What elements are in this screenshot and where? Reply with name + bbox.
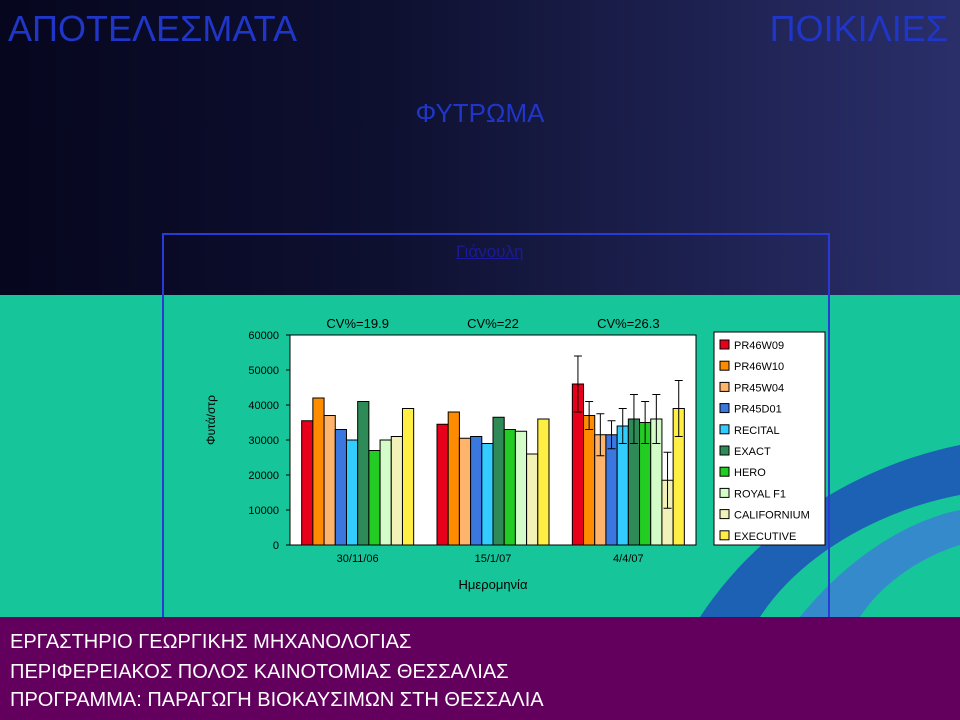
bar-pr45w04 bbox=[323, 415, 336, 546]
legend-swatch bbox=[719, 509, 730, 520]
bar-royal-f1 bbox=[379, 439, 392, 546]
legend-swatch bbox=[719, 445, 730, 456]
legend-swatch bbox=[719, 424, 730, 435]
legend-label: PR45W04 bbox=[734, 382, 784, 394]
bar-pr46w10 bbox=[583, 415, 596, 546]
bar-recital bbox=[481, 443, 494, 546]
bar-pr45d01 bbox=[605, 434, 618, 546]
bar-pr45d01 bbox=[470, 436, 483, 546]
legend-label: CALIFORNIUM bbox=[734, 510, 810, 522]
cv-annotation: CV%=19.9 bbox=[326, 316, 389, 331]
legend-swatch bbox=[719, 466, 730, 477]
bar-pr46w10 bbox=[447, 411, 460, 546]
legend-label: RECITAL bbox=[734, 425, 780, 437]
legend-label: PR45D01 bbox=[734, 404, 782, 416]
x-tick-label: 15/1/07 bbox=[475, 553, 512, 565]
legend-label: HERO bbox=[734, 467, 766, 479]
y-tick-label: 20000 bbox=[248, 470, 279, 482]
footer-line-2: ΠΕΡΙΦΕΡΕΙΑΚΟΣ ΠΟΛΟΣ ΚΑΙΝΟΤΟΜΙΑΣ ΘΕΣΣΑΛΙΑ… bbox=[10, 661, 509, 683]
legend-label: PR46W10 bbox=[734, 361, 784, 373]
legend-swatch bbox=[719, 339, 730, 350]
legend-label: ROYAL F1 bbox=[734, 488, 786, 500]
error-bars bbox=[573, 355, 683, 509]
bars bbox=[301, 383, 685, 546]
top-background bbox=[0, 0, 960, 295]
y-axis-ticks: 60000 50000 40000 30000 20000 10000 0 bbox=[248, 330, 290, 552]
footer-band bbox=[0, 617, 960, 720]
x-tick-label: 30/11/06 bbox=[337, 553, 379, 565]
bar-californium bbox=[526, 453, 539, 546]
decorative-swoosh bbox=[700, 445, 960, 617]
legend-swatch bbox=[719, 487, 730, 498]
varieties-heading: ΠΟΙΚΙΛΙΕΣ bbox=[769, 8, 948, 49]
bar-hero bbox=[503, 429, 516, 546]
page-subtitle: ΦΥΤΡΩΜΑ bbox=[415, 98, 545, 128]
legend-box bbox=[713, 331, 826, 546]
y-tick-label: 60000 bbox=[248, 330, 279, 342]
y-tick-label: 10000 bbox=[248, 505, 279, 517]
x-tick-label: 4/4/07 bbox=[613, 553, 644, 565]
legend-swatch bbox=[719, 360, 730, 371]
y-axis-label: Φυτά/στρ bbox=[204, 395, 218, 445]
legend-swatch bbox=[719, 381, 730, 392]
cv-annotation: CV%=22 bbox=[467, 316, 519, 331]
legend-label: EXECUTIVE bbox=[734, 531, 796, 543]
chart-frame bbox=[162, 233, 830, 617]
x-axis-label: Ημερομηνία bbox=[459, 577, 528, 592]
bar-exact bbox=[492, 416, 505, 546]
bar-royal-f1 bbox=[514, 430, 528, 546]
bar-executive bbox=[537, 418, 550, 546]
y-tick-label: 50000 bbox=[248, 365, 279, 377]
legend-label: PR46W09 bbox=[734, 340, 784, 352]
legend-swatch bbox=[719, 403, 730, 414]
location-label: Γιάνουλη bbox=[456, 242, 524, 261]
cv-annotation: CV%=26.3 bbox=[597, 316, 660, 331]
x-axis-ticks: 30/11/06 15/1/07 4/4/07 bbox=[337, 553, 644, 565]
bar-pr46w09 bbox=[436, 423, 449, 546]
bar-executive bbox=[401, 408, 415, 546]
cv-annotations: CV%=19.9 CV%=22 CV%=26.3 bbox=[326, 316, 659, 331]
bar-pr45d01 bbox=[334, 429, 347, 546]
footer-line-3: ΠΡΟΓΡΑΜΜΑ: ΠΑΡΑΓΩΓΗ ΒΙΟΚΑΥΣΙΜΩΝ ΣΤΗ ΘΕΣΣ… bbox=[10, 689, 544, 711]
legend-label: EXACT bbox=[734, 446, 771, 458]
bar-californium bbox=[390, 436, 403, 546]
y-tick-label: 0 bbox=[273, 540, 279, 552]
y-tick-label: 40000 bbox=[248, 400, 279, 412]
bar-hero bbox=[368, 450, 381, 546]
bar-recital bbox=[345, 439, 359, 546]
y-tick-label: 30000 bbox=[248, 435, 279, 447]
bar-pr46w09 bbox=[301, 420, 314, 546]
footer-line-1: ΕΡΓΑΣΤΗΡΙΟ ΓΕΩΡΓΙΚΗΣ ΜΗΧΑΝΟΛΟΓΙΑΣ bbox=[10, 631, 412, 653]
bar-pr46w10 bbox=[312, 397, 325, 546]
legend: PR46W09 PR46W10 PR45W04 PR45D01 RECITAL EXACT… bbox=[719, 339, 810, 543]
results-heading: ΑΠΟΤΕΛΕΣΜΑΤΑ bbox=[8, 8, 297, 49]
bar-pr45w04 bbox=[458, 437, 472, 546]
bar-exact bbox=[357, 401, 370, 546]
legend-swatch bbox=[719, 530, 730, 541]
